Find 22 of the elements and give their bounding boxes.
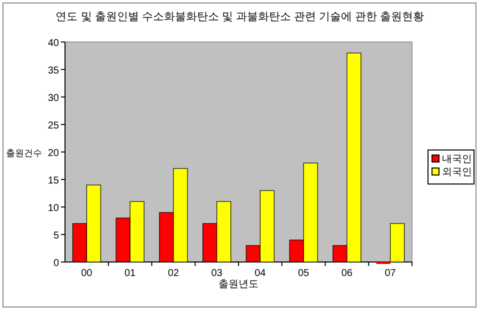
x-tick-label: 07 — [384, 268, 396, 279]
x-tick-label: 01 — [124, 268, 136, 279]
legend-label: 외국인 — [442, 167, 472, 178]
y-tick-label: 0 — [53, 258, 60, 269]
y-tick-label: 30 — [48, 93, 60, 104]
y-tick-label: 20 — [48, 148, 60, 159]
x-tick-label: 02 — [168, 268, 180, 279]
x-tick-label: 03 — [211, 268, 223, 279]
y-tick-label: 25 — [48, 120, 60, 132]
x-tick-label: 05 — [298, 268, 310, 279]
x-tick-label: 06 — [341, 268, 353, 279]
x-axis-title: 출원년도 — [218, 279, 258, 290]
y-tick-label: 5 — [53, 230, 60, 242]
y-tick-label: 15 — [48, 176, 60, 186]
x-tick-label: 04 — [254, 268, 266, 279]
x-tick-label: 00 — [81, 268, 93, 279]
legend-label: 내국인 — [442, 154, 472, 165]
y-tick-label: 10 — [48, 203, 60, 214]
chart-title: 연도 및 출원인별 수소화불화탄소 및 과불화탄소 관련 기술에 관한 출원현황 — [56, 11, 424, 23]
y-tick-label: 35 — [48, 66, 60, 76]
y-tick-label: 40 — [48, 38, 60, 49]
y-axis-title: 출원건수 — [6, 148, 42, 158]
